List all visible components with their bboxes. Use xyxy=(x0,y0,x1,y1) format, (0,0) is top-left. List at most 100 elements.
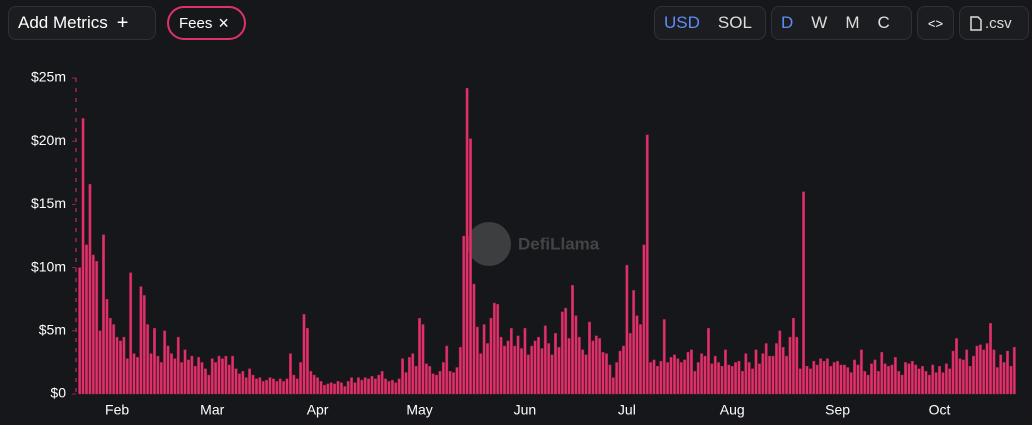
bar xyxy=(275,381,279,395)
bar xyxy=(645,134,649,395)
bar xyxy=(686,352,690,395)
bar xyxy=(598,338,602,395)
bar xyxy=(914,364,918,395)
bar xyxy=(938,365,941,395)
bar xyxy=(122,336,126,395)
bar xyxy=(115,336,119,395)
period-option[interactable]: D xyxy=(781,13,794,32)
bar xyxy=(958,358,962,395)
bar xyxy=(183,349,187,395)
bar xyxy=(724,349,727,395)
period-option[interactable]: M xyxy=(845,13,860,32)
bar xyxy=(445,345,449,395)
add-metrics-label: Add Metrics xyxy=(18,13,108,32)
bar xyxy=(452,372,455,395)
bar xyxy=(479,353,483,395)
bar xyxy=(231,355,235,395)
bar xyxy=(890,364,894,395)
bar xyxy=(197,357,201,395)
period-option[interactable]: C xyxy=(877,13,890,32)
bar xyxy=(173,358,177,395)
bar xyxy=(129,272,133,395)
watermark: DefiLlama xyxy=(467,222,600,266)
bar xyxy=(972,355,975,395)
bar xyxy=(690,349,693,395)
bar xyxy=(955,338,958,395)
bar xyxy=(329,382,333,395)
metric-chip[interactable]: Fees × xyxy=(167,6,246,40)
bar xyxy=(394,382,398,395)
bar xyxy=(740,371,744,395)
bar xyxy=(224,355,228,395)
bar xyxy=(513,345,517,395)
bar xyxy=(1006,350,1009,395)
bar xyxy=(180,362,184,395)
bar xyxy=(710,363,714,395)
bar xyxy=(200,362,204,395)
bar xyxy=(397,378,401,395)
bar xyxy=(428,365,432,395)
bar xyxy=(526,354,530,395)
bar xyxy=(632,290,636,395)
bar xyxy=(978,344,982,395)
bar xyxy=(608,364,612,395)
bar xyxy=(156,355,160,395)
bar xyxy=(441,362,445,395)
bar xyxy=(560,311,564,395)
bar xyxy=(839,364,843,395)
bar xyxy=(679,362,683,395)
remove-icon[interactable]: × xyxy=(218,12,229,33)
bar xyxy=(139,286,143,395)
bar xyxy=(346,381,350,395)
y-tick-label: $20m xyxy=(31,132,66,148)
bar xyxy=(866,374,870,395)
bar xyxy=(543,325,547,395)
bar xyxy=(927,374,931,395)
bar xyxy=(591,340,595,395)
bar xyxy=(319,381,323,395)
bar xyxy=(995,367,999,395)
currency-option[interactable]: USD xyxy=(664,13,700,32)
bar xyxy=(142,295,146,395)
bar xyxy=(462,235,466,395)
bar xyxy=(292,374,296,395)
bar xyxy=(119,340,122,395)
bar xyxy=(805,365,809,395)
bar xyxy=(448,371,452,395)
bar xyxy=(832,362,836,395)
bar xyxy=(873,359,877,395)
bar xyxy=(190,355,194,395)
bar xyxy=(554,333,557,395)
bar xyxy=(734,362,738,395)
add-metrics-button[interactable]: Add Metrics + xyxy=(8,6,156,40)
bar xyxy=(411,353,415,395)
bar xyxy=(781,347,785,395)
bar xyxy=(248,368,252,395)
bar xyxy=(91,254,95,395)
bar xyxy=(876,371,880,395)
y-tick-label: $5m xyxy=(39,322,66,338)
currency-option[interactable]: SOL xyxy=(717,13,752,32)
embed-button[interactable]: <> xyxy=(917,6,954,40)
bar xyxy=(520,348,523,395)
bar xyxy=(846,367,850,395)
period-option[interactable]: W xyxy=(811,13,828,32)
bar xyxy=(431,373,435,395)
bar xyxy=(387,381,391,395)
bar xyxy=(778,330,782,395)
bar xyxy=(132,353,136,395)
bar xyxy=(353,382,357,395)
bar xyxy=(856,364,860,395)
bar xyxy=(312,374,316,395)
csv-button[interactable]: .csv xyxy=(959,6,1029,40)
bar xyxy=(105,299,109,395)
bar xyxy=(676,358,680,395)
x-tick-label: Apr xyxy=(307,402,329,418)
bar xyxy=(370,376,374,395)
x-tick-label: Mar xyxy=(200,402,224,418)
bar xyxy=(649,362,653,395)
bar xyxy=(153,328,156,395)
bar xyxy=(917,368,921,395)
bar xyxy=(268,377,272,395)
